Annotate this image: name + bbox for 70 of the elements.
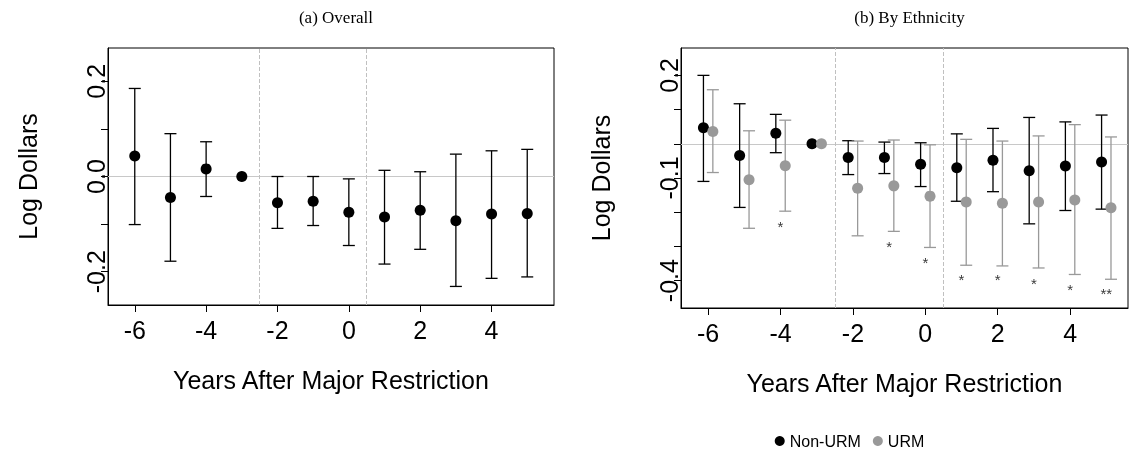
point [770, 127, 782, 139]
annotation: * [1067, 281, 1074, 299]
x-tick-label: 2 [413, 315, 428, 344]
annotation: * [922, 254, 929, 271]
point [1096, 156, 1108, 168]
point [806, 138, 818, 150]
x-tick-label: 2 [990, 318, 1005, 347]
y-tick-label: 0.2 [655, 57, 683, 93]
x-tick-label: -4 [195, 315, 218, 344]
y-tick-label: 0.0 [82, 159, 110, 194]
chart-title: (b) By Ethnicity [854, 8, 966, 27]
x-tick-label: -2 [841, 318, 865, 347]
point [414, 204, 426, 216]
point [1105, 202, 1117, 214]
point [343, 206, 355, 218]
point [707, 125, 719, 137]
point [878, 151, 890, 163]
x-tick-label: 4 [484, 315, 499, 344]
point [129, 150, 141, 162]
point [996, 197, 1008, 209]
point [1059, 160, 1071, 172]
point [924, 190, 936, 202]
point [307, 195, 319, 207]
x-tick-label: -4 [769, 318, 792, 347]
annotation: * [886, 237, 893, 255]
point [852, 182, 864, 194]
point [450, 215, 462, 227]
point [842, 151, 854, 163]
point [379, 211, 391, 223]
annotation: * [1030, 274, 1037, 292]
annotation: * [994, 271, 1001, 289]
point [1069, 194, 1081, 206]
y-axis-title: Log Dollars [13, 113, 42, 240]
point [1023, 165, 1035, 177]
y-tick-label: -0.2 [82, 250, 110, 294]
legend-label: URM [887, 432, 925, 450]
y-tick-label: -0.1 [655, 156, 683, 200]
point [164, 191, 176, 203]
annotation: * [958, 271, 965, 289]
y-tick-label: 0.2 [82, 63, 110, 99]
point [236, 171, 248, 182]
x-tick-label: 0 [918, 318, 933, 347]
point [200, 163, 212, 175]
x-tick-label: -2 [266, 315, 289, 344]
point [779, 160, 791, 172]
point [915, 158, 927, 170]
point [486, 208, 498, 220]
x-axis-title: Years After Major Restriction [746, 368, 1063, 397]
x-axis-title: Years After Major Restriction [173, 365, 489, 394]
point [987, 154, 999, 166]
point [271, 197, 283, 209]
annotation: * [777, 217, 784, 235]
y-axis-title: Log Dollars [586, 114, 615, 242]
x-tick-label: 0 [341, 315, 356, 344]
x-tick-label: 4 [1063, 318, 1078, 347]
point [888, 180, 900, 192]
point [951, 162, 963, 174]
annotation: ** [1100, 285, 1113, 303]
legend-label: Non-URM [789, 432, 861, 450]
point [1033, 196, 1045, 208]
y-tick-label: -0.4 [655, 259, 683, 303]
x-tick-label: -6 [123, 315, 146, 344]
x-tick-label: -6 [697, 318, 720, 347]
point [743, 174, 755, 186]
point [521, 208, 533, 220]
point [960, 196, 972, 208]
point [815, 138, 827, 150]
point [697, 122, 709, 134]
chart-title: (a) Overall [298, 8, 374, 27]
point [734, 149, 746, 161]
